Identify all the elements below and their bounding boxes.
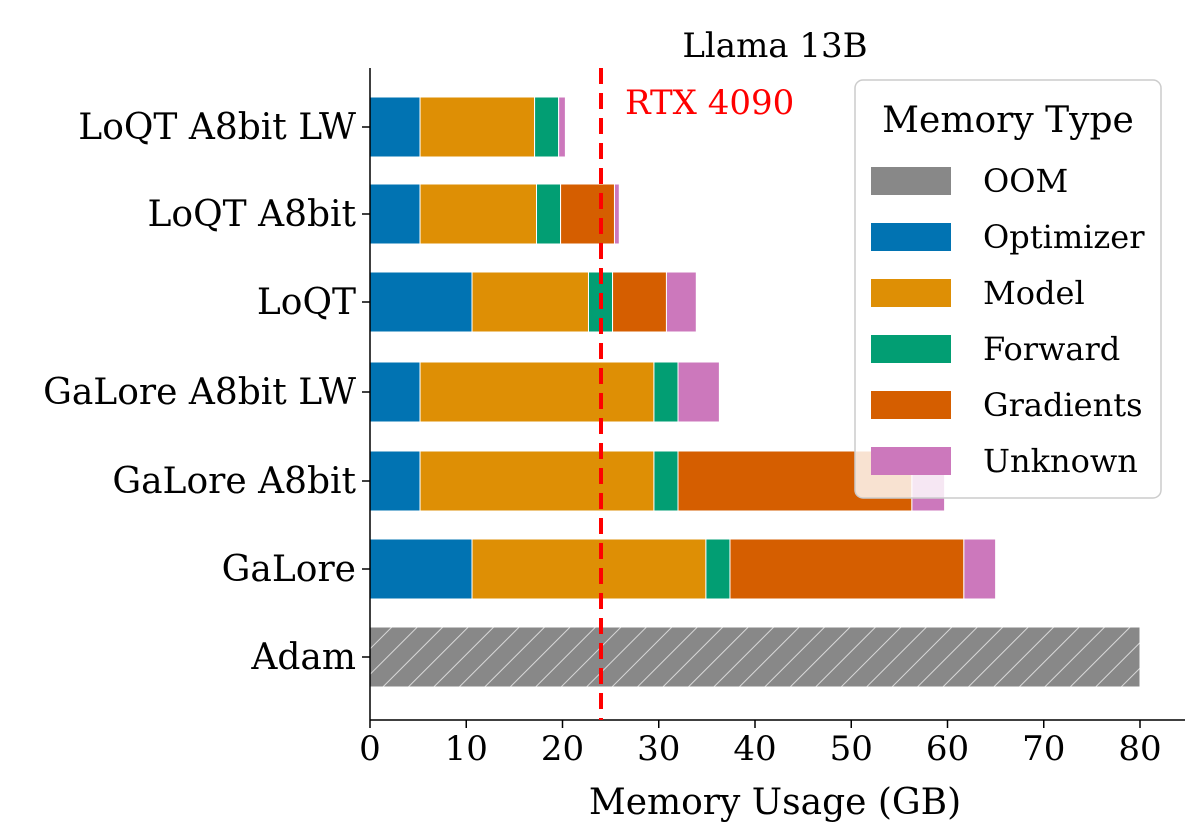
legend-label-optimizer: Optimizer — [983, 218, 1145, 256]
bar-loqt-a8bit-lw-unknown — [558, 96, 566, 158]
bar-loqt-a8bit-lw-optimizer — [369, 96, 421, 158]
bar-loqt-a8bit-gradients — [560, 183, 615, 245]
bar-galore-model — [471, 538, 707, 600]
bar-galore-optimizer — [369, 538, 473, 600]
bar-galore-forward — [705, 538, 731, 600]
bar-galore-a8bit-forward — [653, 450, 679, 512]
bar-loqt-a8bit-lw-model — [419, 96, 536, 158]
bar-loqt-a8bit-optimizer — [369, 183, 421, 245]
bar-galore-gradients — [729, 538, 965, 600]
x-tick-label: 60 — [926, 729, 969, 769]
legend-label-oom: OOM — [983, 162, 1068, 200]
y-tick-label: Adam — [250, 637, 356, 678]
bar-galore-unknown — [963, 538, 997, 600]
legend-swatch-optimizer — [871, 223, 951, 251]
y-tick-label: GaLore — [222, 549, 356, 590]
y-tick-label: LoQT — [257, 282, 356, 323]
legend-swatch-oom — [871, 167, 951, 195]
bar-galore-a8bit-lw-forward — [653, 361, 679, 423]
bar-loqt-unknown — [665, 271, 697, 333]
x-tick-label: 50 — [830, 729, 873, 769]
x-tick-label: 30 — [637, 729, 680, 769]
axes-layer: 0 10 20 30 40 50 60 70 80 LoQT A8bit LW LoQT A8bit… — [43, 68, 1185, 769]
legend-label-model: Model — [983, 274, 1085, 312]
x-tick-label: 20 — [541, 729, 584, 769]
bar-galore-a8bit-lw-unknown — [677, 361, 720, 423]
legend-label-gradients: Gradients — [983, 386, 1142, 424]
y-tick-label: LoQT A8bit — [148, 194, 357, 235]
x-tick-label: 40 — [733, 729, 776, 769]
bar-loqt-a8bit-model — [419, 183, 538, 245]
y-tick-label: GaLore A8bit LW — [43, 372, 356, 413]
legend-title: Memory Type — [882, 100, 1134, 141]
x-tick-label: 80 — [1118, 729, 1161, 769]
y-tick-label: LoQT A8bit LW — [78, 107, 356, 148]
reference-line-layer: RTX 4090 — [599, 68, 794, 720]
bar-galore-a8bit-lw-model — [419, 361, 655, 423]
bar-loqt-a8bit-lw-forward — [534, 96, 560, 158]
chart-title: Llama 13B — [682, 26, 867, 66]
bar-loqt-optimizer — [369, 271, 473, 333]
legend-swatch-gradients — [871, 391, 951, 419]
x-tick-label: 70 — [1022, 729, 1065, 769]
bar-galore-a8bit-optimizer — [369, 450, 421, 512]
legend-swatch-unknown — [871, 447, 951, 475]
bar-loqt-gradients — [612, 271, 667, 333]
reference-line-label: RTX 4090 — [625, 83, 794, 123]
bar-loqt-a8bit-forward — [536, 183, 562, 245]
bar-loqt-model — [471, 271, 589, 333]
bar-adam-oom — [369, 626, 1141, 688]
legend-swatch-forward — [871, 335, 951, 363]
legend-swatch-model — [871, 279, 951, 307]
x-axis-label: Memory Usage (GB) — [589, 782, 961, 823]
legend-label-unknown: Unknown — [983, 442, 1138, 480]
bar-loqt-a8bit-unknown — [613, 183, 620, 245]
legend-label-forward: Forward — [983, 330, 1120, 368]
bar-galore-a8bit-model — [419, 450, 655, 512]
bar-galore-a8bit-lw-optimizer — [369, 361, 421, 423]
legend: Memory Type OOM Optimizer Model Forward Gradi… — [854, 79, 1162, 499]
y-tick-label: GaLore A8bit — [112, 461, 356, 502]
x-tick-label: 0 — [359, 729, 381, 769]
x-tick-label: 10 — [445, 729, 488, 769]
